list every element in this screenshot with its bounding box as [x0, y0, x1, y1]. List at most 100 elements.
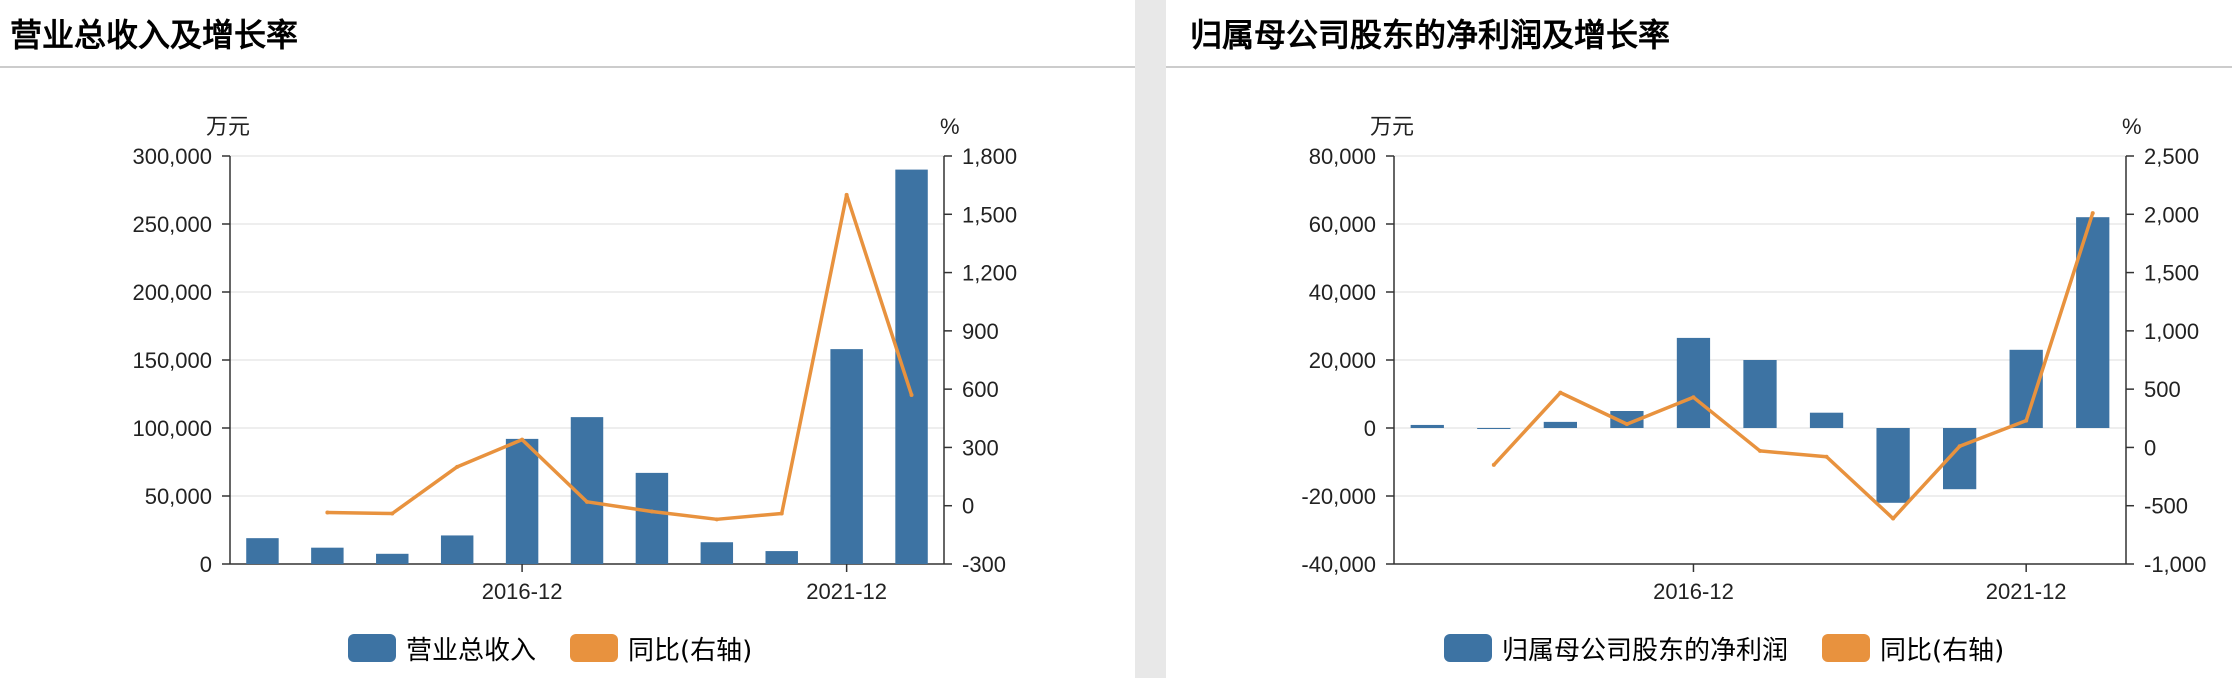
bar — [700, 542, 734, 564]
left-axis-tick-label: 250,000 — [132, 212, 212, 237]
right-axis-tick-label: -300 — [962, 552, 1006, 577]
bar — [1610, 411, 1644, 428]
left-axis-tick-label: 200,000 — [132, 280, 212, 305]
legend-bar-label: 营业总收入 — [406, 635, 537, 666]
bar — [1743, 360, 1777, 428]
bar — [1876, 428, 1910, 503]
left-axis-tick-label: -20,000 — [1301, 484, 1376, 509]
x-axis-tick-label: 2021-12 — [1986, 579, 2067, 604]
legend-item-bar[interactable]: 营业总收入 — [348, 630, 536, 667]
right-axis-tick-label: 0 — [962, 494, 974, 519]
left-axis-tick-label: -40,000 — [1301, 552, 1376, 577]
yoy-point — [1957, 444, 1962, 449]
left-axis-tick-label: 300,000 — [132, 144, 212, 169]
yoy-point — [1491, 462, 1496, 467]
right-axis-unit: % — [940, 114, 960, 139]
yoy-point — [779, 511, 784, 516]
right-axis-unit: % — [2122, 114, 2142, 139]
title-divider — [0, 66, 1135, 68]
right-axis-tick-label: 900 — [962, 319, 999, 344]
chart-legend: 营业总收入 同比(右轴) — [348, 628, 786, 668]
legend-item-bar[interactable]: 归属母公司股东的净利润 — [1444, 630, 1788, 667]
yoy-point — [649, 509, 654, 514]
yoy-growth-line — [1492, 212, 2095, 521]
right-axis-tick-label: 500 — [2144, 377, 2181, 402]
right-axis-tick-label: 2,500 — [2144, 144, 2199, 169]
yoy-point — [844, 192, 849, 197]
bar — [635, 472, 669, 564]
yoy-point — [455, 464, 460, 469]
yoy-growth-line — [327, 193, 914, 522]
legend-bar-label: 归属母公司股东的净利润 — [1502, 635, 1789, 666]
left-axis-tick-label: 40,000 — [1309, 280, 1376, 305]
yoy-point — [2024, 418, 2029, 423]
net-profit-panel: 归属母公司股东的净利润及增长率 -40,000 -20,000 0 20,000 40,… — [1166, 0, 2232, 678]
right-axis-tick-label: 2,000 — [2144, 202, 2199, 227]
yoy-point — [390, 511, 395, 516]
panel-gutter — [1135, 0, 1166, 678]
yoy-point — [1758, 448, 1762, 453]
bar — [1676, 337, 1711, 428]
bar — [1543, 421, 1577, 428]
legend-item-line[interactable]: 同比(右轴) — [570, 630, 752, 667]
bar — [765, 551, 798, 564]
right-axis-tick-label: 1,500 — [962, 202, 1017, 227]
x-axis-tick-label: 2016-12 — [482, 579, 563, 604]
yoy-point — [1624, 422, 1629, 427]
bar — [1477, 428, 1511, 430]
yoy-point — [2090, 211, 2095, 216]
right-axis-tick-label: 1,500 — [2144, 261, 2199, 286]
legend-line-swatch — [570, 634, 619, 662]
bar — [505, 438, 539, 564]
left-axis-unit: 万元 — [206, 115, 250, 140]
left-axis-tick-label: 60,000 — [1309, 212, 1376, 237]
legend-line-label: 同比(右轴) — [628, 635, 753, 666]
bar — [246, 538, 279, 564]
right-axis-tick-label: 300 — [962, 435, 999, 460]
left-axis-tick-label: 150,000 — [132, 348, 212, 373]
yoy-point — [1558, 390, 1563, 395]
panel-title: 归属母公司股东的净利润及增长率 — [1190, 16, 1671, 54]
legend-line-label: 同比(右轴) — [1880, 635, 2005, 666]
legend-line-swatch — [1822, 634, 1871, 662]
legend-item-line[interactable]: 同比(右轴) — [1822, 630, 2004, 667]
left-axis-tick-label: 20,000 — [1309, 348, 1376, 373]
bar — [376, 553, 409, 564]
bar — [440, 535, 474, 564]
bar — [311, 547, 344, 564]
left-axis-tick-label: 80,000 — [1309, 144, 1376, 169]
yoy-point — [1691, 395, 1696, 400]
yoy-point — [714, 517, 719, 522]
yoy-point — [325, 510, 330, 515]
yoy-point — [520, 437, 525, 442]
panel-title: 营业总收入及增长率 — [10, 16, 299, 54]
bar — [1410, 424, 1444, 428]
left-axis-tick-label: 50,000 — [145, 484, 212, 509]
left-axis-tick-label: 100,000 — [132, 416, 212, 441]
revenue-panel: 营业总收入及增长率 0 50,000 100,000 150,000 200,000 25… — [0, 16, 1135, 668]
left-axis-unit: 万元 — [1370, 115, 1414, 140]
yoy-point — [1824, 454, 1829, 459]
title-divider — [1166, 66, 2232, 68]
legend-bar-swatch — [348, 634, 396, 662]
x-axis-tick-label: 2021-12 — [806, 579, 887, 604]
right-axis-tick-label: 600 — [962, 377, 999, 402]
right-axis-tick-label: -1,000 — [2144, 552, 2206, 577]
net-profit-chart: -40,000 -20,000 0 20,000 40,000 60,000 80,000 -… — [1301, 114, 2206, 604]
bar — [830, 349, 863, 564]
bar — [895, 169, 928, 564]
right-axis-tick-label: 1,800 — [962, 144, 1017, 169]
left-axis-tick-label: 0 — [200, 552, 212, 577]
right-axis-tick-label: 1,000 — [2144, 319, 2199, 344]
left-axis-tick-label: 0 — [1364, 416, 1376, 441]
right-axis-tick-label: 1,200 — [962, 261, 1017, 286]
yoy-point — [1891, 516, 1896, 521]
right-axis-tick-label: -500 — [2144, 494, 2188, 519]
yoy-point — [909, 392, 914, 397]
x-axis-tick-label: 2016-12 — [1653, 579, 1734, 604]
right-axis-tick-label: 0 — [2144, 435, 2156, 460]
revenue-chart: 0 50,000 100,000 150,000 200,000 250,000 300,0… — [132, 114, 1017, 604]
chart-legend: 归属母公司股东的净利润 同比(右轴) — [1444, 628, 2038, 668]
yoy-point — [585, 499, 589, 504]
bar — [1809, 412, 1844, 428]
